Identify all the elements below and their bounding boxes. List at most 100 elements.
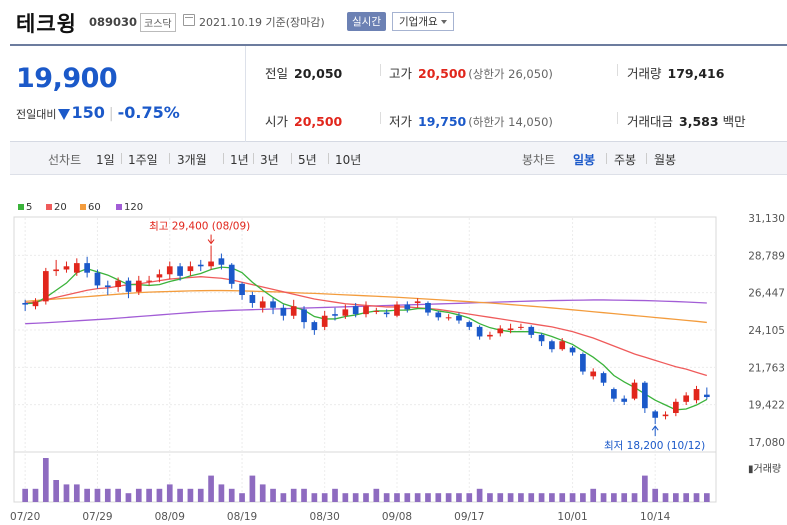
tab-1y[interactable]: 1년 <box>230 153 249 167</box>
volume-bar <box>703 493 710 502</box>
volume-cell: 거래량 179,416 <box>627 63 724 82</box>
volume-label: 거래량 <box>627 66 662 81</box>
y-tick-label: 28,789 <box>748 250 785 262</box>
tab-3y[interactable]: 3년 <box>260 153 279 167</box>
chart-tab-bar: 선차트 1일 1주일 3개월 1년 3년 5년 10년 봉차트 일봉 주봉 월봉 <box>10 142 787 175</box>
open-label: 시가 <box>265 114 289 129</box>
volume-bar <box>228 488 235 502</box>
volume-bar <box>352 493 359 502</box>
volume-bar <box>662 493 669 502</box>
x-tick-label: 08/09 <box>155 511 185 523</box>
volume-bar <box>115 488 121 502</box>
candle-body <box>342 309 349 316</box>
volume-bar <box>187 488 194 502</box>
volume-bar <box>218 484 225 502</box>
volume-bar <box>280 493 287 502</box>
volume-bar <box>487 493 493 502</box>
market-badge: 코스닥 <box>140 13 176 32</box>
candle-body <box>363 306 369 315</box>
x-tick-label: 09/08 <box>382 511 412 523</box>
y-tick-label: 21,763 <box>748 362 785 374</box>
low-label: 저가 <box>389 114 413 129</box>
candle-body <box>373 310 380 312</box>
y-tick-label: 31,130 <box>748 213 785 225</box>
x-tick-label: 07/20 <box>10 511 40 523</box>
candle-body <box>683 395 690 402</box>
lower-limit: (하한가 14,050) <box>468 115 553 129</box>
tab-1d[interactable]: 1일 <box>96 153 115 167</box>
low-cell: 저가 19,750 (하한가 14,050) <box>389 111 553 130</box>
ma120-swatch <box>116 204 122 210</box>
legend-ma20[interactable]: 20 <box>46 202 67 213</box>
volume-bar <box>73 484 80 502</box>
high-cell: 고가 20,500 (상한가 26,050) <box>389 63 553 82</box>
volume-bar <box>621 493 628 502</box>
candle-body <box>249 295 256 303</box>
tab-1w[interactable]: 1주일 <box>128 153 158 167</box>
candle-body <box>487 334 493 337</box>
corp-info-dropdown[interactable]: 기업개요 <box>392 12 454 31</box>
candle-body <box>187 266 194 272</box>
open-cell: 시가 20,500 <box>265 111 342 130</box>
candle-body <box>332 314 338 316</box>
upper-limit: (상한가 26,050) <box>468 67 553 81</box>
ma60-swatch <box>80 204 86 210</box>
candle-body <box>425 302 431 313</box>
stock-chart[interactable]: 31,130 28,789 26,447 24,105 21,763 19,422 17,0… <box>10 196 787 525</box>
volume-bar <box>518 493 524 502</box>
candle-body <box>208 261 214 267</box>
volume-bar <box>445 493 452 502</box>
candle-body <box>166 266 173 275</box>
legend-ma5[interactable]: 5 <box>18 202 32 213</box>
volume-bar <box>507 493 514 502</box>
candle-body <box>63 266 70 270</box>
volume-bar <box>569 493 576 502</box>
volume-bar <box>580 493 586 502</box>
volume-bar <box>559 493 566 502</box>
candle-body <box>73 263 80 273</box>
low-arrow-head <box>651 425 659 431</box>
x-tick-label: 08/30 <box>310 511 340 523</box>
volume-bar <box>466 493 473 502</box>
prev-close-value: 20,050 <box>294 66 343 81</box>
change-percent: -0.75% <box>117 103 180 122</box>
candle-body <box>218 258 225 265</box>
volume-bar <box>166 484 173 502</box>
volume-bar <box>321 493 328 502</box>
x-tick-label: 07/29 <box>82 511 112 523</box>
tab-3m[interactable]: 3개월 <box>177 153 207 167</box>
volume-bar <box>125 493 132 502</box>
change-amount: 150 <box>71 103 105 122</box>
volume-bar <box>611 493 617 502</box>
current-price-panel: 19,900 전일대비 150 | -0.75% <box>10 46 246 142</box>
volume-bar <box>456 493 462 502</box>
legend-ma60[interactable]: 60 <box>80 202 101 213</box>
candle-body <box>115 280 121 288</box>
y-tick-label: 24,105 <box>748 325 785 337</box>
y-tick-label: 26,447 <box>748 288 785 300</box>
realtime-button[interactable]: 실시간 <box>347 12 386 31</box>
candle-body <box>611 389 617 399</box>
candle-body <box>352 306 359 315</box>
x-tick-label: 10/14 <box>640 511 671 523</box>
tab-10y[interactable]: 10년 <box>335 153 362 167</box>
candle-body <box>146 280 152 282</box>
tab-weekly[interactable]: 주봉 <box>614 153 637 167</box>
candle-body <box>290 306 297 316</box>
change-info: 전일대비 150 | -0.75% <box>16 103 180 122</box>
candle-body <box>301 309 307 323</box>
volume-bar <box>600 493 607 502</box>
volume-label: ▮거래량 <box>748 463 781 475</box>
legend-ma120[interactable]: 120 <box>116 202 143 213</box>
candle-body <box>156 274 163 278</box>
volume-bar <box>652 488 659 502</box>
tab-5y[interactable]: 5년 <box>298 153 317 167</box>
tab-daily[interactable]: 일봉 <box>573 153 596 167</box>
volume-bar <box>590 488 597 502</box>
candle-body <box>22 302 29 305</box>
quote-date: 2021.10.19 기준(장마감) <box>199 16 325 29</box>
tab-monthly[interactable]: 월봉 <box>654 153 677 167</box>
volume-bar <box>435 493 442 502</box>
ma5-label: 5 <box>26 202 33 213</box>
volume-bar <box>135 488 142 502</box>
